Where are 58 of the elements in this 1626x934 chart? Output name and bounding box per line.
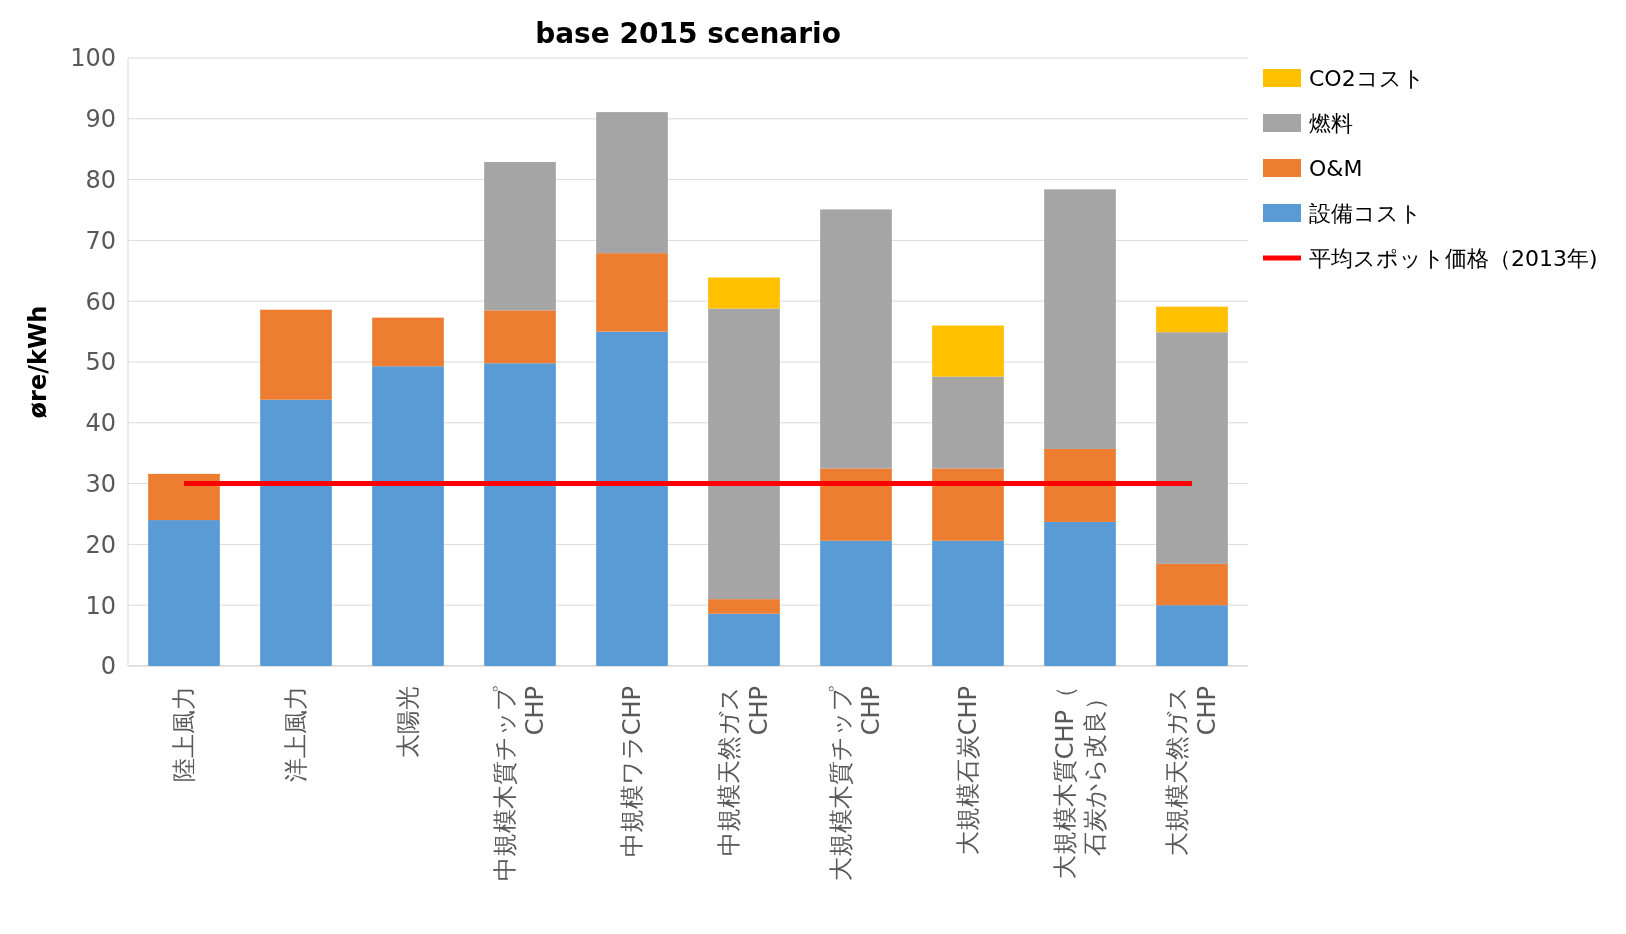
legend-label: CO2コスト xyxy=(1309,65,1425,91)
x-tick-label: 太陽光 xyxy=(394,686,423,758)
bar xyxy=(932,540,1004,666)
x-tick-label: 洋上風力 xyxy=(282,686,311,782)
bar xyxy=(820,468,892,541)
bar xyxy=(260,309,332,400)
bar xyxy=(596,112,668,254)
bar xyxy=(484,161,556,311)
bar xyxy=(148,473,220,521)
bar xyxy=(260,399,332,666)
bar xyxy=(820,540,892,666)
x-tick-label: 中規模天然ガスCHP xyxy=(715,686,774,856)
y-axis-title: øre/kWh xyxy=(24,305,52,419)
y-tick-label: 30 xyxy=(85,470,116,498)
x-tick-label: 大規模木質チップCHP xyxy=(827,686,886,881)
bar xyxy=(1044,448,1116,522)
bar xyxy=(484,363,556,666)
bar xyxy=(596,253,668,332)
bar xyxy=(1156,332,1228,564)
bar xyxy=(932,325,1004,377)
y-tick-label: 0 xyxy=(100,652,116,681)
x-tick-label: 中規模ワラCHP xyxy=(618,686,647,858)
y-tick-label: 80 xyxy=(85,166,116,194)
bar xyxy=(1156,306,1228,333)
bar xyxy=(484,310,556,364)
y-tick-label: 100 xyxy=(70,44,116,73)
x-tick-label: 陸上風力 xyxy=(170,686,199,782)
bar xyxy=(372,317,444,367)
y-tick-label: 40 xyxy=(85,409,116,438)
x-tick-label: 大規模天然ガスCHP xyxy=(1163,686,1222,856)
y-tick-label: 70 xyxy=(85,226,116,255)
bar xyxy=(1156,605,1228,666)
legend-label: 設備コスト xyxy=(1309,200,1422,226)
x-tick-label: 中規模木質チップCHP xyxy=(491,686,550,881)
bar xyxy=(820,209,892,469)
y-tick-label: 90 xyxy=(85,105,116,134)
bar xyxy=(708,613,780,666)
bar xyxy=(1044,521,1116,666)
bar xyxy=(708,308,780,600)
y-tick-label: 20 xyxy=(85,530,116,559)
chart-title: base 2015 scenario xyxy=(535,17,841,50)
bar xyxy=(1044,189,1116,449)
bar xyxy=(148,520,220,666)
x-tick-label: 大規模木質CHP（石炭から改良） xyxy=(1051,686,1110,880)
legend-label: O&M xyxy=(1309,155,1363,181)
bar xyxy=(372,366,444,666)
bar xyxy=(708,599,780,614)
x-tick-label: 大規模石炭CHP xyxy=(954,686,983,856)
bar xyxy=(932,468,1004,541)
y-tick-label: 50 xyxy=(85,348,116,377)
bar xyxy=(596,331,668,666)
legend-label: 平均スポット価格（2013年) xyxy=(1309,245,1598,271)
bar xyxy=(1156,563,1228,606)
y-tick-label: 60 xyxy=(85,287,116,316)
y-tick-label: 10 xyxy=(85,591,116,620)
bar xyxy=(932,376,1004,469)
legend-label: 燃料 xyxy=(1309,110,1353,136)
bar xyxy=(708,277,780,309)
